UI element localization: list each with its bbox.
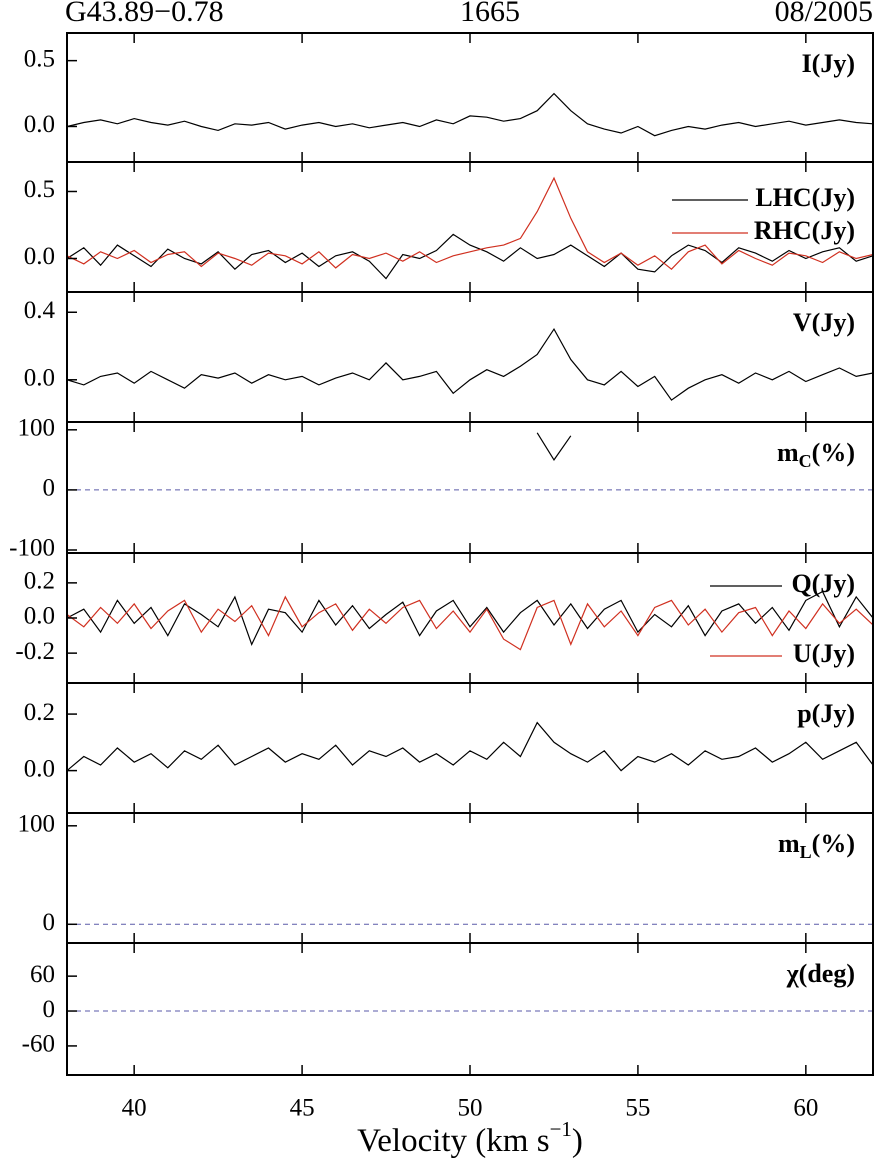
panel-label: mL(%) (778, 829, 855, 862)
panel-label-part: (%) (812, 829, 855, 858)
panel-label: mC(%) (777, 438, 855, 471)
y-tick-label: 0.4 (24, 297, 56, 324)
panel-label-part: p(Jy) (797, 699, 855, 728)
panel-label: p(Jy) (797, 699, 855, 728)
spectrum-line (67, 721, 873, 772)
y-tick-label: -100 (9, 535, 55, 562)
x-axis-title: Velocity (km s−1) (357, 1117, 583, 1159)
panel-frame (66, 32, 874, 163)
legend-label: Q(Jy) (791, 569, 855, 598)
x-axis-title-end: ) (572, 1123, 583, 1159)
panel-label-part: L (800, 842, 812, 862)
epoch: 08/2005 (775, 0, 873, 28)
legend-label: LHC(Jy) (755, 183, 855, 212)
panel-frame (66, 552, 874, 684)
y-tick-label: 0.0 (24, 243, 55, 270)
panel-label-part: C (799, 451, 812, 471)
y-tick-label: 0.0 (24, 111, 55, 138)
panel-frame (66, 682, 874, 814)
y-tick-label: 0 (43, 996, 56, 1023)
y-tick-label: 0 (43, 475, 56, 502)
y-tick-label: 0.0 (24, 603, 55, 630)
y-tick-label: 60 (30, 961, 55, 988)
spectrum-line (536, 432, 572, 461)
frequency: 1665 (460, 0, 520, 28)
y-tick-label: 0.0 (24, 365, 55, 392)
x-tick-label: 50 (458, 1095, 483, 1122)
y-tick-label: 0.2 (24, 568, 55, 595)
y-tick-label: 0.5 (24, 176, 55, 203)
x-axis-title-sup: −1 (550, 1117, 572, 1141)
spectrum-line (67, 92, 873, 137)
y-tick-label: 0.5 (24, 45, 55, 72)
spectrum-line (67, 233, 873, 280)
panel-label: I(Jy) (802, 49, 855, 78)
y-tick-label: 100 (18, 811, 56, 838)
spectrum-line (67, 327, 873, 401)
legend-label: RHC(Jy) (754, 216, 855, 245)
panel-label-part: I(Jy) (802, 49, 855, 78)
x-tick-label: 55 (625, 1095, 650, 1122)
y-tick-label: 0 (43, 909, 56, 936)
x-axis-title-text: Velocity (km s (357, 1123, 549, 1159)
y-tick-label: 0.0 (24, 755, 55, 782)
spectrum-line (67, 176, 873, 271)
y-tick-label: -0.2 (15, 638, 55, 665)
panel-frame (66, 161, 874, 293)
spectrum-line (67, 595, 873, 651)
y-tick-label: 100 (18, 415, 56, 442)
panel-label-part: m (778, 829, 800, 858)
panel-label-part: V(Jy) (793, 308, 855, 337)
panel-label-part: m (777, 438, 799, 467)
legend-label: U(Jy) (793, 639, 855, 668)
x-tick-label: 60 (793, 1095, 818, 1122)
panel-label-part: χ(deg) (786, 959, 855, 988)
panel-label: χ(deg) (786, 959, 855, 988)
x-tick-label: 45 (290, 1095, 315, 1122)
y-tick-label: -60 (22, 1031, 55, 1058)
spectrum-line (67, 590, 873, 646)
panel-frame (66, 421, 874, 554)
x-tick-label: 40 (122, 1095, 147, 1122)
panel-label-part: (%) (812, 438, 855, 467)
panel-frame (66, 812, 874, 944)
y-tick-label: 0.2 (24, 699, 55, 726)
source-name: G43.89−0.78 (65, 0, 224, 28)
panel-frame (66, 291, 874, 423)
panel-frame (66, 942, 874, 1076)
panel-label: V(Jy) (793, 308, 855, 337)
